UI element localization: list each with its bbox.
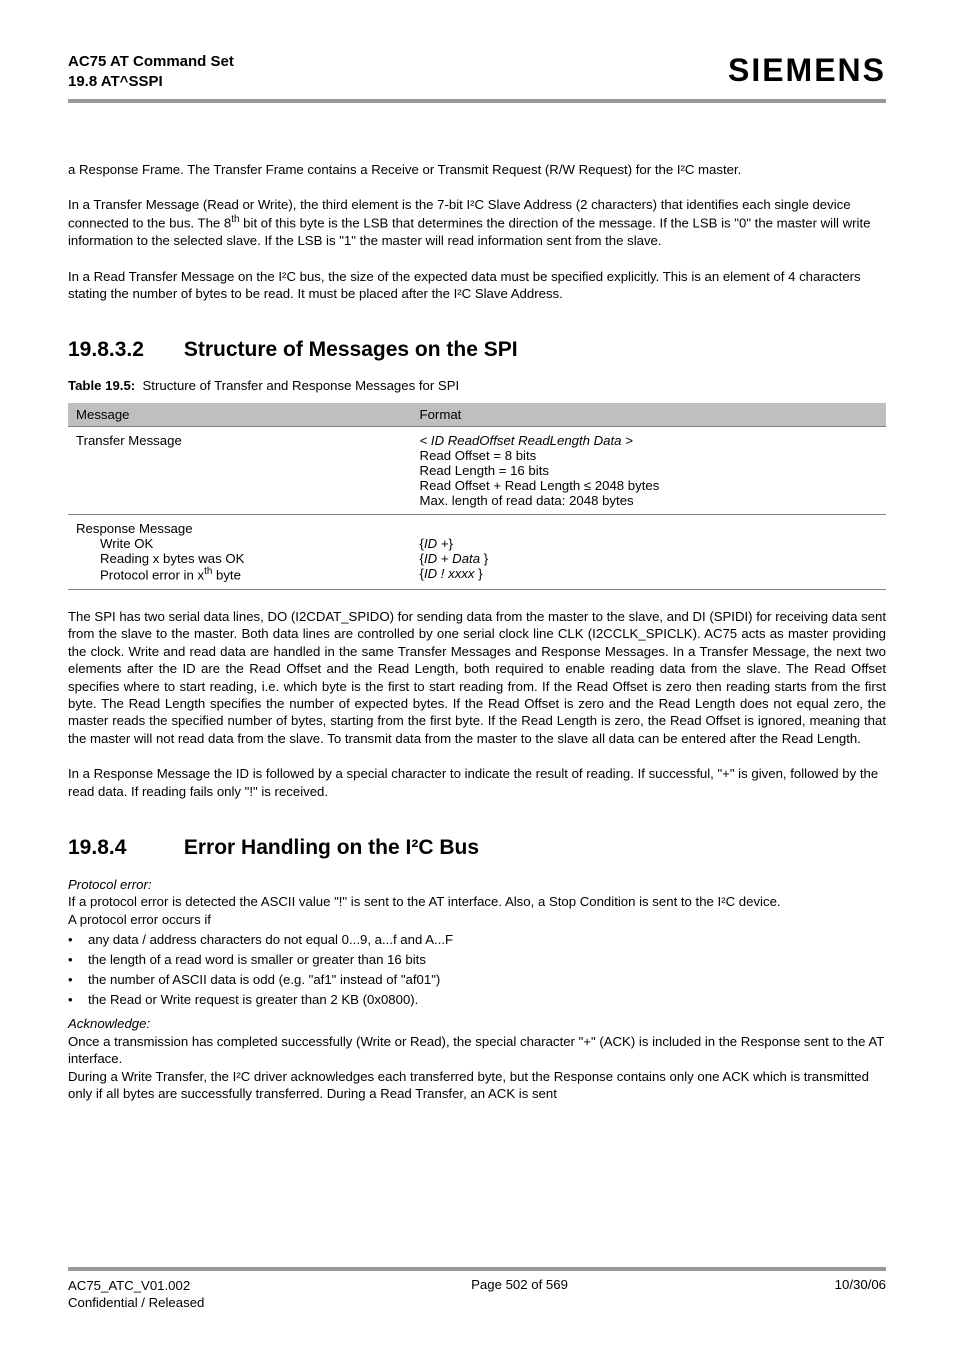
- table-row: Transfer Message < ID ReadOffset ReadLen…: [68, 427, 886, 515]
- footer-left: AC75_ATC_V01.002 Confidential / Released: [68, 1277, 204, 1311]
- footer-page: Page 502 of 569: [471, 1277, 568, 1311]
- superscript: th: [231, 214, 239, 225]
- msg-line: Write OK: [76, 536, 404, 551]
- list-item: any data / address characters do not equ…: [68, 930, 886, 950]
- paragraph: In a Transfer Message (Read or Write), t…: [68, 196, 886, 250]
- brace: }: [449, 536, 453, 551]
- text-run: Protocol error in x: [100, 568, 204, 583]
- header-rule: [68, 99, 886, 103]
- cell: Response Message Write OK Reading x byte…: [68, 515, 412, 589]
- paragraph: Protocol error: If a protocol error is d…: [68, 876, 886, 928]
- table-header-row: Message Format: [68, 403, 886, 427]
- table-caption-text: Structure of Transfer and Response Messa…: [143, 378, 460, 393]
- format-line: Read Offset = 8 bits: [420, 448, 537, 463]
- format-italic: < ID ReadOffset ReadLength Data >: [420, 433, 633, 448]
- page-header: AC75 AT Command Set 19.8 AT^SSPI SIEMENS: [68, 52, 886, 93]
- text-run: byte: [212, 568, 241, 583]
- emphasis-label: Protocol error:: [68, 877, 152, 892]
- cell: {ID +} {ID + Data } {ID ! xxxx }: [412, 515, 886, 589]
- table-row: Response Message Write OK Reading x byte…: [68, 515, 886, 589]
- section-number: 19.8.4: [68, 836, 178, 860]
- doc-title-block: AC75 AT Command Set 19.8 AT^SSPI: [68, 52, 234, 93]
- doc-title-line1: AC75 AT Command Set: [68, 52, 234, 72]
- cell: Transfer Message: [68, 427, 412, 515]
- brand-logo: SIEMENS: [728, 52, 886, 89]
- msg-line: Response Message: [76, 521, 193, 536]
- section-heading: 19.8.4 Error Handling on the I²C Bus: [68, 836, 886, 860]
- section-title: Structure of Messages on the SPI: [184, 338, 518, 361]
- format-line: Read Length = 16 bits: [420, 463, 549, 478]
- page-footer: AC75_ATC_V01.002 Confidential / Released…: [68, 1267, 886, 1311]
- list-item: the length of a read word is smaller or …: [68, 950, 886, 970]
- text-run: Once a transmission has completed succes…: [68, 1034, 884, 1066]
- format-line: Max. length of read data: 2048 bytes: [420, 493, 634, 508]
- msg-line: Protocol error in xth byte: [76, 566, 404, 582]
- footer-classification: Confidential / Released: [68, 1295, 204, 1310]
- table-caption: Table 19.5: Structure of Transfer and Re…: [68, 378, 886, 393]
- spi-message-table: Message Format Transfer Message < ID Rea…: [68, 403, 886, 589]
- footer-row: AC75_ATC_V01.002 Confidential / Released…: [68, 1277, 886, 1311]
- list-item: the number of ASCII data is odd (e.g. "a…: [68, 970, 886, 990]
- footer-date: 10/30/06: [835, 1277, 886, 1311]
- footer-rule: [68, 1267, 886, 1271]
- paragraph: In a Response Message the ID is followed…: [68, 765, 886, 800]
- doc-title-line2: 19.8 AT^SSPI: [68, 72, 234, 92]
- paragraph: Acknowledge: Once a transmission has com…: [68, 1015, 886, 1102]
- format-line: Read Offset + Read Length ≤ 2048 bytes: [420, 478, 660, 493]
- text-run: During a Write Transfer, the I²C driver …: [68, 1069, 869, 1101]
- emphasis-label: Acknowledge:: [68, 1016, 150, 1031]
- text-run: If a protocol error is detected the ASCI…: [68, 894, 781, 909]
- section-heading: 19.8.3.2 Structure of Messages on the SP…: [68, 338, 886, 362]
- cell: < ID ReadOffset ReadLength Data > Read O…: [412, 427, 886, 515]
- brace: }: [484, 551, 488, 566]
- paragraph: The SPI has two serial data lines, DO (I…: [68, 608, 886, 747]
- text-run: A protocol error occurs if: [68, 912, 211, 927]
- bullet-list: any data / address characters do not equ…: [68, 930, 886, 1009]
- table-label: Table 19.5:: [68, 378, 135, 393]
- footer-version: AC75_ATC_V01.002: [68, 1278, 190, 1293]
- format-italic: ID +: [424, 536, 449, 551]
- list-item: the Read or Write request is greater tha…: [68, 990, 886, 1010]
- paragraph: a Response Frame. The Transfer Frame con…: [68, 161, 886, 178]
- brace: }: [478, 566, 482, 581]
- col-header: Message: [68, 403, 412, 427]
- msg-line: Reading x bytes was OK: [76, 551, 404, 566]
- paragraph: In a Read Transfer Message on the I²C bu…: [68, 268, 886, 303]
- col-header: Format: [412, 403, 886, 427]
- format-italic: ID + Data: [424, 551, 484, 566]
- section-number: 19.8.3.2: [68, 338, 178, 362]
- section-title: Error Handling on the I²C Bus: [184, 836, 479, 859]
- format-italic: ID ! xxxx: [424, 566, 478, 581]
